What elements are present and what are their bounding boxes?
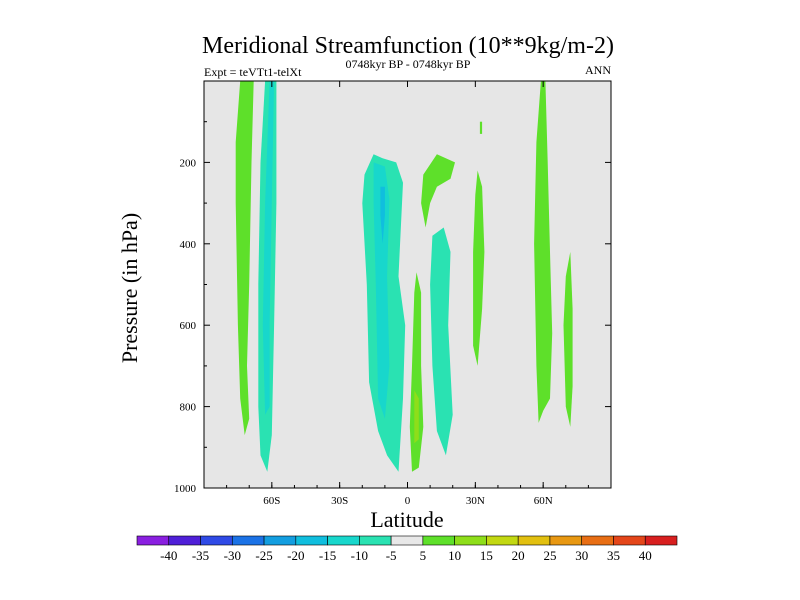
colorbar-label: 20 bbox=[512, 548, 525, 563]
contour-band-72n-positive bbox=[563, 251, 573, 427]
y-tick-label: 400 bbox=[180, 239, 197, 251]
colorbar-swatch bbox=[390, 535, 424, 546]
y-tick-label: 1000 bbox=[174, 483, 197, 495]
colorbar-label: -30 bbox=[224, 548, 241, 563]
colorbar-swatch bbox=[168, 535, 201, 546]
y-tick-label: 800 bbox=[180, 402, 197, 414]
colorbar-swatch bbox=[517, 535, 551, 546]
colorbar-swatch bbox=[454, 535, 487, 546]
colorbar-label: 5 bbox=[420, 548, 427, 563]
x-axis: 60S 30S 0 30N 60N bbox=[203, 81, 612, 507]
colorbar-label: -10 bbox=[351, 548, 368, 563]
colorbar-swatch bbox=[613, 535, 646, 546]
contour-band-5n-positive-core bbox=[414, 390, 419, 444]
colorbar-swatch bbox=[486, 535, 519, 546]
season-note: ANN bbox=[585, 63, 611, 77]
y-tick-label: 600 bbox=[180, 320, 197, 332]
colorbar-label: -5 bbox=[386, 548, 397, 563]
chart-title: Meridional Streamfunction (10**9kg/m-2) bbox=[202, 33, 614, 59]
contour-band-32n-positive-tip bbox=[479, 121, 483, 134]
colorbar-swatch bbox=[644, 535, 678, 546]
colorbar-label: 30 bbox=[575, 548, 588, 563]
colorbar-label: 25 bbox=[543, 548, 556, 563]
contour-band-32n-positive bbox=[473, 170, 485, 366]
colorbar-swatch bbox=[359, 535, 392, 546]
contour-band-equator-negative-inner bbox=[380, 186, 385, 244]
x-tick-label: 60S bbox=[263, 495, 280, 507]
colorbar-swatch bbox=[200, 535, 233, 546]
y-tick-label: 200 bbox=[180, 157, 197, 169]
colorbar-swatch bbox=[581, 535, 614, 546]
x-tick-label: 30S bbox=[331, 495, 348, 507]
contour-band-equator-negative-core bbox=[373, 162, 390, 419]
chart-subtitle: 0748kyr BP - 0748kyr BP bbox=[346, 57, 471, 71]
x-tick-label: 30N bbox=[466, 495, 485, 507]
x-tick-label: 60N bbox=[534, 495, 553, 507]
colorbar-label: -40 bbox=[160, 548, 177, 563]
x-axis-title: Latitude bbox=[370, 507, 443, 532]
contour-band-15n-negative bbox=[430, 227, 453, 456]
contour-layer bbox=[235, 81, 573, 472]
colorbar-swatch bbox=[422, 535, 455, 546]
colorbar-label: 10 bbox=[448, 548, 461, 563]
colorbar-swatch bbox=[295, 535, 328, 546]
colorbar: -40 -35 -30 -25 -20 -15 -10 -5 5 10 15 20 25 30 35 40 bbox=[136, 535, 678, 563]
colorbar-label: -20 bbox=[287, 548, 304, 563]
contour-band-5n-positive-lower bbox=[409, 272, 424, 472]
colorbar-swatch bbox=[327, 535, 360, 546]
x-tick-label: 0 bbox=[405, 495, 411, 507]
colorbar-swatch bbox=[231, 535, 265, 546]
contour-band-8n-positive-upper bbox=[421, 154, 455, 228]
contour-band-60n-positive bbox=[534, 81, 553, 423]
experiment-note: Expt = teVTt1-telXt bbox=[204, 65, 302, 79]
colorbar-swatch bbox=[263, 535, 297, 546]
colorbar-swatch bbox=[549, 535, 583, 546]
colorbar-label: 35 bbox=[607, 548, 620, 563]
colorbar-label: -25 bbox=[255, 548, 272, 563]
colorbar-label: -35 bbox=[192, 548, 209, 563]
y-axis-title: Pressure (in hPa) bbox=[117, 213, 142, 363]
colorbar-label: 15 bbox=[480, 548, 493, 563]
colorbar-label: -15 bbox=[319, 548, 336, 563]
contour-band-65s-positive bbox=[235, 81, 254, 436]
colorbar-label: 40 bbox=[639, 548, 652, 563]
y-axis: 200 400 600 800 1000 bbox=[174, 121, 611, 495]
colorbar-swatch bbox=[136, 535, 170, 546]
contour-band-65s-negative-core bbox=[262, 81, 275, 415]
